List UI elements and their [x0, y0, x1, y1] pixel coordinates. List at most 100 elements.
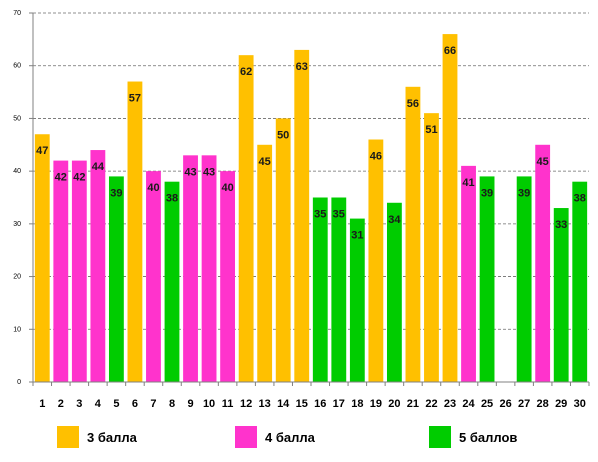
- data-label: 34: [388, 214, 401, 226]
- data-label: 42: [73, 172, 85, 184]
- bar: [220, 171, 236, 382]
- data-label: 39: [110, 187, 122, 199]
- bar: [312, 197, 328, 382]
- data-label: 43: [184, 166, 196, 178]
- data-label: 42: [55, 172, 67, 184]
- bar: [90, 150, 106, 382]
- x-tick-label: 7: [150, 398, 156, 410]
- data-label: 38: [166, 193, 178, 205]
- data-label: 57: [129, 93, 141, 105]
- data-label: 46: [370, 151, 382, 163]
- x-tick-label: 24: [462, 398, 475, 410]
- x-tick-label: 18: [351, 398, 363, 410]
- bar: [479, 176, 495, 382]
- x-axis: 1 2 3 4 5 6 7 8 9 10 11 12 13 14 15 16 17 18 19 20 21 22 23 24 2…: [32, 381, 590, 410]
- bar: [442, 34, 458, 382]
- x-tick-label: 5: [113, 398, 119, 410]
- data-label: 62: [240, 66, 252, 78]
- data-label: 31: [351, 230, 363, 242]
- data-label: 50: [277, 129, 289, 141]
- x-tick-label: 14: [277, 398, 290, 410]
- data-label: 51: [425, 124, 437, 136]
- x-tick-label: 28: [537, 398, 549, 410]
- y-tick-label: 70: [13, 10, 21, 17]
- x-tick-label: 13: [259, 398, 271, 410]
- bars: [34, 34, 588, 383]
- bar: [146, 171, 161, 382]
- data-labels: 47 42 42 44 39 57 40 38 43 43 40 62 45 50 63 35 35 31 46 34…: [36, 45, 586, 242]
- x-tick-label: 11: [222, 398, 234, 410]
- bar: [127, 81, 143, 383]
- x-tick-label: 20: [388, 398, 400, 410]
- data-label: 45: [537, 156, 549, 168]
- bar: [164, 181, 180, 382]
- data-label: 44: [92, 161, 105, 173]
- data-label: 40: [147, 182, 159, 194]
- data-label: 35: [314, 209, 326, 221]
- bar: [275, 118, 291, 382]
- legend-item-4-balla: 4 балла: [235, 426, 315, 448]
- legend-item-3-balla: 3 балла: [57, 426, 137, 448]
- data-label: 39: [518, 187, 530, 199]
- bar: [34, 134, 50, 382]
- x-tick-label: 22: [425, 398, 437, 410]
- x-tick-label: 17: [333, 398, 345, 410]
- bar: [349, 218, 365, 382]
- bar: [108, 176, 124, 382]
- bar: [461, 165, 476, 382]
- bar: [535, 144, 551, 382]
- y-tick-label: 60: [13, 63, 21, 70]
- data-label: 41: [462, 177, 474, 189]
- data-label: 43: [203, 166, 215, 178]
- y-axis: 0 10 20 30 40 50 60 70: [13, 10, 34, 386]
- data-label: 45: [259, 156, 271, 168]
- data-label: 56: [407, 98, 419, 110]
- bar: [368, 139, 384, 382]
- x-tick-label: 30: [574, 398, 586, 410]
- data-label: 47: [36, 145, 48, 157]
- x-tick-label: 4: [95, 398, 102, 410]
- y-tick-label: 30: [13, 221, 21, 228]
- x-tick-label: 15: [296, 398, 308, 410]
- x-tick-label: 12: [240, 398, 252, 410]
- legend-item-5-ballov: 5 баллов: [429, 426, 517, 448]
- bar: [201, 155, 217, 382]
- x-tick-label: 23: [444, 398, 456, 410]
- bar: [516, 176, 532, 382]
- bar: [386, 202, 402, 382]
- y-tick-label: 0: [17, 379, 21, 386]
- x-tick-label: 6: [132, 398, 138, 410]
- legend-label: 5 баллов: [459, 429, 518, 445]
- bar: [331, 197, 347, 382]
- x-tick-label: 19: [370, 398, 382, 410]
- bar: [257, 144, 273, 382]
- y-tick-label: 10: [13, 326, 21, 333]
- bar: [183, 155, 198, 382]
- y-tick-label: 20: [13, 274, 21, 281]
- x-tick-label: 3: [76, 398, 82, 410]
- x-tick-label: 25: [481, 398, 493, 410]
- data-label: 40: [221, 182, 233, 194]
- x-tick-label: 9: [187, 398, 193, 410]
- legend-swatch: [235, 426, 257, 448]
- legend-swatch: [57, 426, 79, 448]
- data-label: 39: [481, 187, 493, 199]
- legend-label: 4 балла: [265, 429, 315, 445]
- y-tick-label: 50: [13, 115, 21, 122]
- bar: [572, 181, 588, 382]
- x-tick-label: 8: [169, 398, 175, 410]
- data-label: 35: [333, 209, 345, 221]
- bar: [53, 160, 69, 382]
- x-tick-label: 1: [39, 398, 45, 410]
- legend-swatch: [429, 426, 451, 448]
- bar: [424, 113, 439, 383]
- x-tick-label: 29: [555, 398, 567, 410]
- y-tick-label: 40: [13, 168, 21, 175]
- bar: [238, 55, 254, 383]
- x-tick-label: 2: [58, 398, 64, 410]
- x-tick-label: 21: [407, 398, 419, 410]
- data-label: 63: [296, 61, 308, 73]
- data-label: 38: [574, 193, 586, 205]
- legend-label: 3 балла: [87, 429, 137, 445]
